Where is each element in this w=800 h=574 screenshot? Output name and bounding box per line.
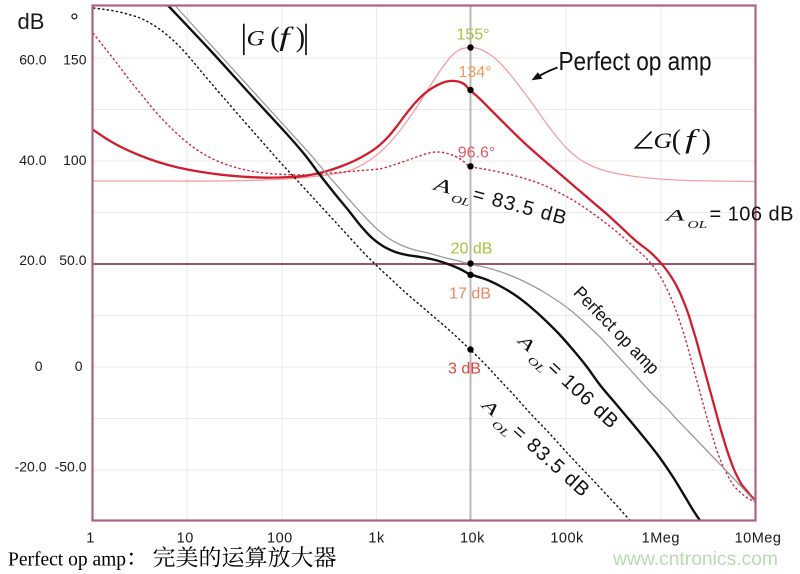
svg-text:155°: 155° <box>456 27 489 44</box>
svg-text:10k: 10k <box>460 531 485 547</box>
svg-text:(: ( <box>672 125 681 156</box>
svg-text:(: ( <box>270 23 279 54</box>
svg-text:150: 150 <box>63 51 87 67</box>
svg-text:G: G <box>654 129 673 154</box>
svg-text:50.0: 50.0 <box>59 252 86 268</box>
svg-text:): ) <box>296 23 305 54</box>
svg-text:°: ° <box>70 9 79 34</box>
svg-text:G: G <box>247 27 265 51</box>
svg-text:1Meg: 1Meg <box>642 531 680 547</box>
svg-text:dB: dB <box>18 9 45 34</box>
svg-text:A: A <box>663 207 684 225</box>
svg-text:10: 10 <box>177 531 194 547</box>
svg-text:1k: 1k <box>368 531 385 547</box>
svg-text:3 dB: 3 dB <box>448 361 481 378</box>
svg-text:OL: OL <box>450 192 472 209</box>
svg-text:0: 0 <box>35 358 43 374</box>
svg-text:17 dB: 17 dB <box>449 286 491 303</box>
svg-text:40.0: 40.0 <box>19 152 46 168</box>
svg-text:96.6°: 96.6° <box>458 145 496 162</box>
svg-text:= 106 dB: = 106 dB <box>710 203 794 225</box>
svg-text:100: 100 <box>63 152 87 168</box>
svg-text:Perfect op amp: Perfect op amp <box>8 550 126 571</box>
svg-text:60.0: 60.0 <box>19 51 46 67</box>
svg-text:OL: OL <box>688 218 708 230</box>
svg-text:): ) <box>702 125 711 156</box>
svg-text:1: 1 <box>86 531 95 547</box>
svg-text:Perfect op amp: Perfect op amp <box>559 46 712 76</box>
svg-text:100: 100 <box>267 531 293 547</box>
svg-text:20 dB: 20 dB <box>451 241 493 258</box>
svg-text:134°: 134° <box>458 64 491 81</box>
svg-text:www.cntronics.com: www.cntronics.com <box>612 549 778 570</box>
svg-text:-20.0: -20.0 <box>15 459 47 475</box>
svg-text:-50.0: -50.0 <box>55 459 87 475</box>
svg-text:20.0: 20.0 <box>19 252 46 268</box>
svg-text:100k: 100k <box>550 531 584 547</box>
svg-text:0: 0 <box>75 358 83 374</box>
svg-text:10Meg: 10Meg <box>735 531 782 547</box>
